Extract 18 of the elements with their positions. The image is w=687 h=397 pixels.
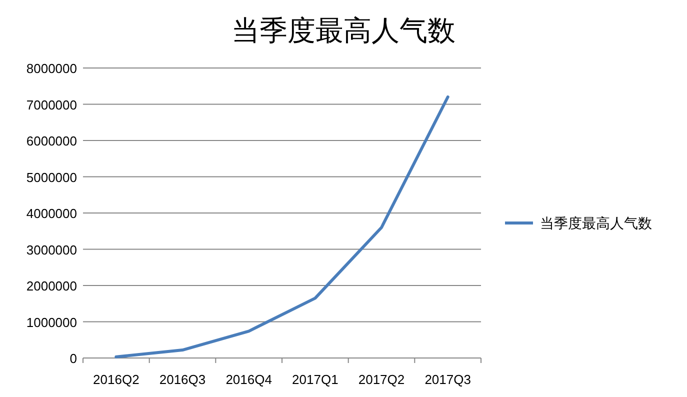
y-tick-label: 3000000 [26,242,77,258]
y-tick-label: 5000000 [26,170,77,185]
x-tick-label: 2017Q1 [292,372,338,387]
x-tick-label: 2016Q2 [93,372,140,387]
x-tick-label: 2017Q3 [424,372,471,387]
chart-title: 当季度最高人气数 [232,15,456,46]
x-tick-label: 2016Q3 [159,372,206,387]
legend-label: 当季度最高人气数 [540,215,652,231]
y-tick-label: 0 [70,351,77,366]
line-series [114,96,450,358]
y-tick-label: 4000000 [26,206,77,221]
x-tick-label: 2016Q4 [226,372,272,387]
x-tick-label: 2017Q2 [358,372,405,387]
y-tick-label: 6000000 [26,134,77,148]
y-tick-label: 1000000 [26,314,77,330]
y-tick-label: 2000000 [26,278,77,294]
y-tick-label: 8000000 [26,61,77,76]
y-tick-label: 7000000 [26,97,77,112]
